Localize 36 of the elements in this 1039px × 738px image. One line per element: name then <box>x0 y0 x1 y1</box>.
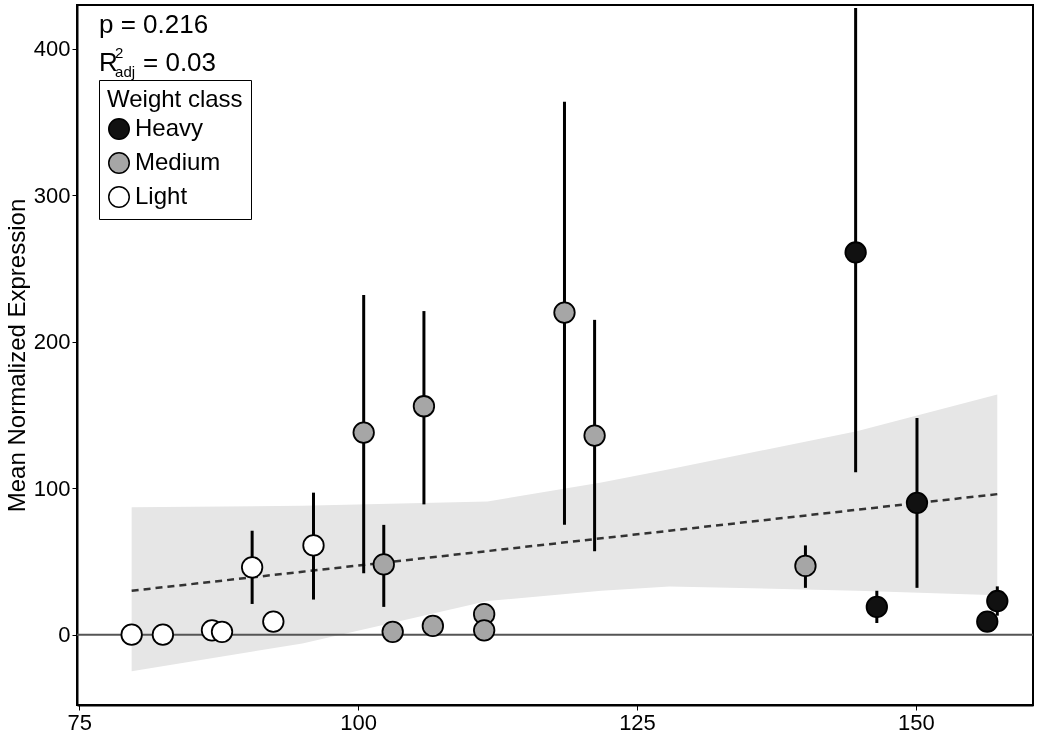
legend-label: Heavy <box>135 114 204 141</box>
y-tick-label: 300 <box>33 182 71 208</box>
x-tick-label: 100 <box>340 709 377 735</box>
y-axis-title: Mean Normalized Expression <box>2 198 30 513</box>
x-tick-label: 150 <box>898 709 935 735</box>
point <box>976 610 999 633</box>
point <box>553 301 576 324</box>
y-tick-label: 0 <box>58 622 71 648</box>
point <box>352 421 375 444</box>
y-tick-label: 400 <box>33 36 71 62</box>
annotation: p = 0.216 <box>99 9 209 39</box>
point <box>210 620 234 643</box>
point <box>794 554 817 578</box>
point <box>905 491 929 515</box>
point <box>120 623 143 646</box>
y-tick-label: 200 <box>33 329 71 355</box>
x-tick-label: 75 <box>67 709 92 735</box>
point <box>412 395 436 418</box>
point <box>240 556 264 579</box>
point <box>986 589 1009 613</box>
point <box>262 610 285 633</box>
legend-label: Medium <box>135 148 221 175</box>
point <box>473 619 496 642</box>
x-tick-label: 125 <box>619 709 656 735</box>
point <box>583 424 606 447</box>
point <box>302 534 325 557</box>
line-series <box>130 492 999 593</box>
point <box>381 620 404 643</box>
point <box>421 614 444 638</box>
point <box>151 623 175 646</box>
point <box>372 553 395 576</box>
legend-label: Light <box>135 182 188 209</box>
legend-title: Weight class <box>107 85 243 112</box>
point <box>844 241 867 264</box>
point <box>865 595 888 619</box>
y-tick-label: 100 <box>33 475 71 501</box>
